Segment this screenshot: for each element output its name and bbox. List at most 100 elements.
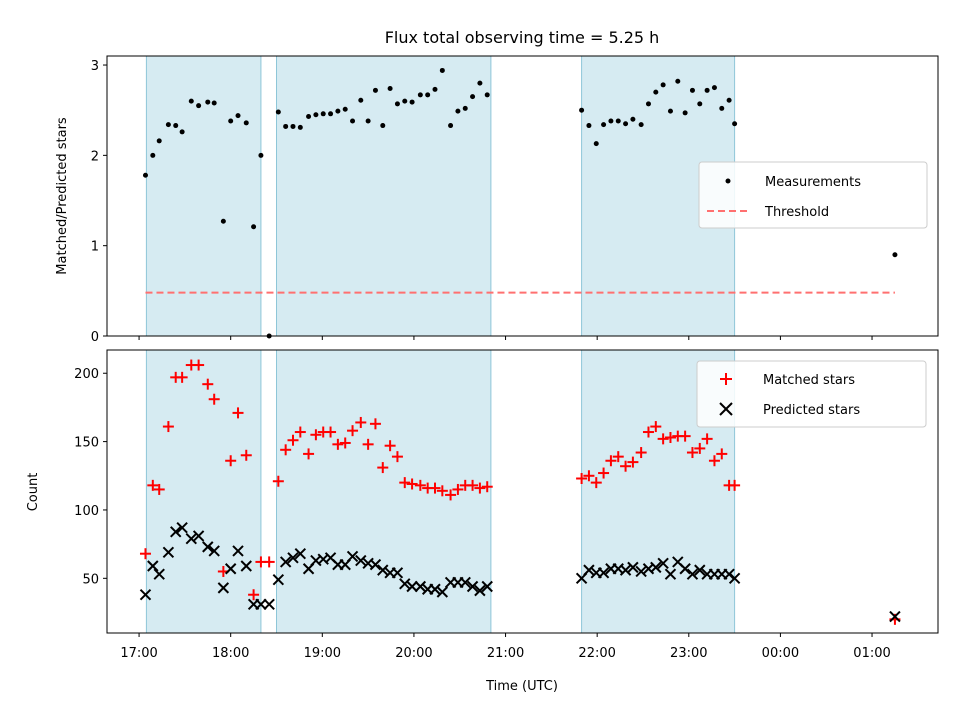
measurements-point — [667, 108, 673, 114]
predicted-stars-point — [635, 565, 647, 578]
bottom-panel: 50 100 150 200 17:00 18:00 19:00 20:00 21:00 22:… — [26, 349, 939, 694]
measurements-point — [313, 112, 319, 118]
matched-stars-point — [384, 440, 396, 452]
measurements-point — [682, 110, 688, 116]
predicted-stars-point — [208, 545, 220, 557]
measurements-point — [892, 252, 898, 258]
measurements-point — [417, 92, 423, 98]
measurements-point — [608, 118, 614, 124]
matched-stars-point — [406, 478, 418, 490]
measurements-point — [425, 92, 431, 98]
measurements-point — [697, 101, 703, 107]
measurements-point — [150, 152, 156, 158]
predicted-stars-point — [255, 598, 267, 610]
measurements-point — [726, 97, 732, 103]
measurements-point — [439, 67, 445, 73]
measurements-point — [342, 106, 348, 112]
measurements-point — [258, 152, 264, 158]
measurements-point — [593, 141, 599, 147]
measurements-point — [623, 121, 629, 127]
x-tick-label: 00:00 — [762, 646, 799, 661]
matched-stars-point — [225, 455, 237, 467]
predicted-stars-point — [147, 560, 159, 572]
matched-stars-point — [679, 430, 691, 442]
matched-stars-point — [467, 479, 479, 491]
measurements-point — [660, 82, 666, 88]
bottom-series — [139, 359, 901, 625]
matched-stars-point — [202, 378, 214, 390]
predicted-stars-point — [627, 561, 639, 574]
matched-stars-point — [377, 462, 389, 474]
predicted-stars-point — [170, 526, 182, 538]
measurements-point — [477, 80, 483, 86]
bottom-y-tick-label: 200 — [74, 367, 99, 382]
matched-stars-point — [664, 431, 676, 443]
matched-stars-point — [605, 455, 617, 467]
predicted-stars-point — [583, 564, 595, 576]
predicted-stars-point — [406, 580, 418, 593]
x-tick-label: 01:00 — [853, 646, 890, 661]
bottom-y-tick-label: 100 — [74, 504, 99, 519]
measurements-point — [328, 111, 334, 117]
matched-stars-point — [362, 438, 374, 450]
predicted-stars-point — [263, 598, 275, 610]
matched-stars-point — [445, 489, 457, 501]
measurements-point — [275, 109, 281, 115]
x-tick-label: 21:00 — [487, 646, 524, 661]
matched-stars-point — [208, 393, 220, 405]
matched-stars-point — [436, 485, 448, 497]
predicted-stars-point — [287, 552, 299, 564]
measurements-point — [615, 118, 621, 124]
predicted-stars-point — [153, 568, 165, 580]
predicted-stars-point — [728, 572, 741, 585]
measurements-point — [335, 108, 341, 114]
matched-stars-point — [310, 429, 322, 441]
matched-stars-point — [399, 477, 411, 489]
predicted-stars-point — [391, 567, 404, 579]
matched-stars-point — [147, 479, 159, 491]
predicted-stars-point — [240, 560, 252, 572]
bottom-legend: Matched stars Predicted stars — [696, 360, 927, 428]
top-legend-box — [698, 161, 928, 229]
x-tick-label: 23:00 — [670, 646, 707, 661]
top-x-ticks — [138, 336, 873, 340]
measurements-point — [165, 122, 171, 128]
bottom-y-axis-label: Count — [26, 473, 41, 512]
matched-stars-point — [627, 456, 639, 468]
predicted-stars-point — [272, 573, 285, 586]
x-tick-label: 19:00 — [304, 646, 341, 661]
matched-stars-point — [139, 548, 151, 560]
matched-stars-point — [332, 438, 344, 450]
measurements-point — [251, 224, 257, 230]
matched-stars-point — [612, 451, 624, 463]
matched-stars-point — [355, 416, 367, 428]
matched-stars-point — [583, 470, 595, 482]
bottom-legend-box — [696, 360, 927, 428]
measurements-point — [380, 123, 386, 129]
predicted-stars-point — [279, 556, 292, 568]
matched-stars-point — [162, 421, 174, 433]
measurements-point — [462, 105, 468, 111]
predicted-stars-point — [232, 545, 244, 557]
matched-stars-point — [347, 425, 359, 437]
predicted-stars-point — [217, 582, 230, 594]
measurements-point — [448, 123, 454, 129]
matched-stars-point — [232, 407, 244, 419]
matched-stars-point — [339, 437, 351, 449]
measurements-point — [394, 101, 400, 107]
legend-marker-measurements — [725, 178, 731, 184]
predicted-stars-point — [597, 567, 610, 579]
measurements-point — [179, 129, 185, 135]
legend-marker-predicted-stars — [719, 402, 733, 416]
matched-stars-point — [303, 448, 315, 460]
predicted-stars-point — [619, 564, 632, 576]
measurements-point — [283, 123, 289, 129]
measurements-point — [205, 99, 211, 105]
top-shaded-interval — [145, 55, 262, 337]
predicted-stars-point — [466, 580, 479, 593]
predicted-stars-point — [346, 550, 359, 563]
x-axis-label: Time (UTC) — [485, 679, 558, 694]
measurements-point — [711, 85, 717, 91]
matched-stars-point — [481, 481, 493, 493]
measurements-point — [358, 97, 364, 103]
